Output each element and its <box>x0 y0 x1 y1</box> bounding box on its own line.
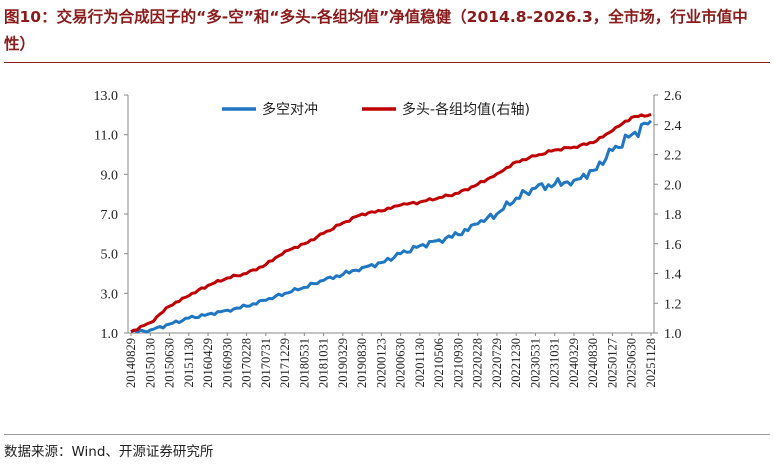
x-tick-label: 20160930 <box>220 338 234 388</box>
chart-title: 图10：交易行为合成因子的“多-空”和“多头-各组均值”净值稳健（2014.8-… <box>4 8 748 53</box>
legend-label: 多空对冲 <box>262 101 318 118</box>
right-tick-label: 2.0 <box>664 178 682 193</box>
left-tick-label: 9.0 <box>101 168 119 183</box>
right-tick-label: 1.6 <box>664 238 682 253</box>
right-tick-label: 2.2 <box>664 149 682 164</box>
x-tick-label: 20180531 <box>297 338 311 388</box>
source-divider <box>4 434 770 435</box>
left-tick-label: 11.0 <box>94 129 118 144</box>
x-tick-label: 20160429 <box>201 338 215 388</box>
x-tick-label: 20151130 <box>182 338 196 388</box>
x-tick-label: 20221230 <box>509 338 523 388</box>
x-tick-label: 20250630 <box>625 338 639 388</box>
x-tick-label: 20200630 <box>394 338 408 388</box>
x-tick-label: 20150630 <box>163 338 177 388</box>
right-tick-label: 1.0 <box>664 327 682 342</box>
x-tick-label: 20231031 <box>548 338 562 388</box>
left-tick-label: 7.0 <box>101 208 119 223</box>
series-line-long-minus-mean <box>130 112 652 333</box>
series-line-long-short <box>130 119 653 334</box>
right-tick-label: 1.8 <box>664 208 682 223</box>
left-tick-label: 13.0 <box>94 89 119 104</box>
right-tick-label: 2.4 <box>664 119 682 134</box>
x-tick-label: 20140829 <box>124 338 138 388</box>
x-tick-label: 20200123 <box>374 338 388 388</box>
x-tick-label: 20181031 <box>317 338 331 388</box>
left-tick-label: 3.0 <box>101 287 119 302</box>
x-tick-label: 20210930 <box>451 338 465 388</box>
x-tick-label: 20190830 <box>355 338 369 388</box>
title-divider <box>4 62 770 63</box>
x-tick-label: 20170228 <box>240 338 254 388</box>
x-tick-label: 20150130 <box>143 338 157 388</box>
right-tick-label: 1.2 <box>664 297 682 312</box>
x-tick-label: 20250127 <box>605 338 619 388</box>
left-tick-label: 1.0 <box>101 327 119 342</box>
x-tick-label: 20220729 <box>490 338 504 388</box>
x-tick-label: 20190329 <box>336 338 350 388</box>
x-tick-label: 20240830 <box>586 338 600 388</box>
x-tick-label: 20220228 <box>471 338 485 388</box>
x-tick-label: 20170731 <box>259 338 273 388</box>
x-tick-label: 20210506 <box>432 338 446 388</box>
x-tick-label: 20251128 <box>644 338 658 388</box>
right-tick-label: 1.4 <box>664 268 682 283</box>
legend-label: 多头-各组均值(右轴) <box>402 101 530 118</box>
x-tick-label: 20240329 <box>567 338 581 388</box>
x-tick-label: 20201130 <box>413 338 427 388</box>
source-note: 数据来源：Wind、开源证券研究所 <box>4 444 214 460</box>
right-tick-label: 2.6 <box>664 89 682 104</box>
x-tick-label: 20171229 <box>278 338 292 388</box>
x-tick-label: 20230531 <box>528 338 542 388</box>
left-tick-label: 5.0 <box>101 248 119 263</box>
